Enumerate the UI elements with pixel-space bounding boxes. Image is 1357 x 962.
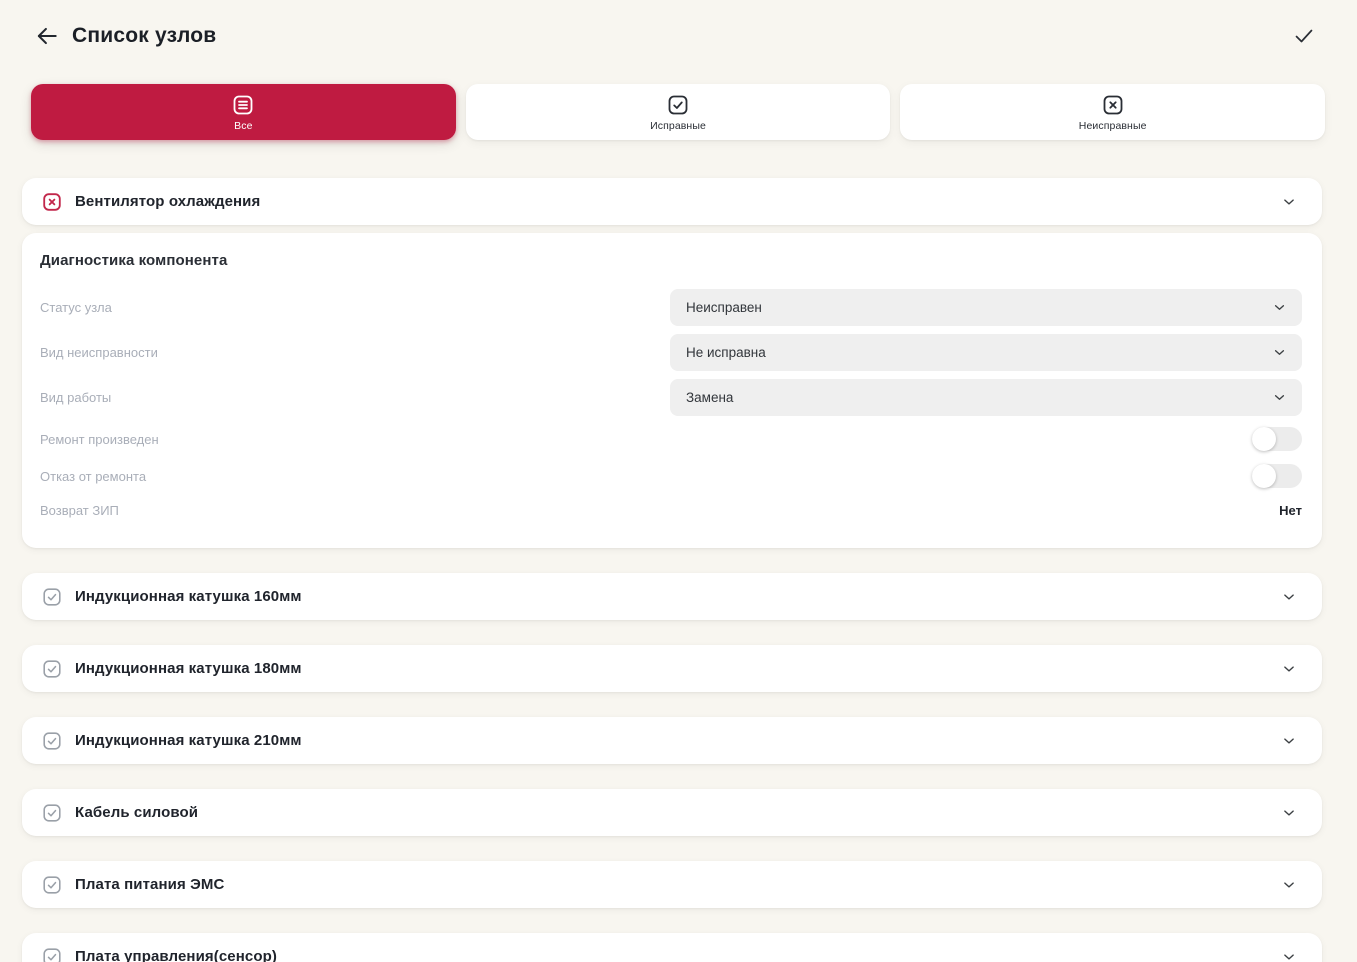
check-icon xyxy=(1292,24,1316,48)
field-row-fault-type: Вид неисправности Не исправна xyxy=(40,334,1302,371)
fault-type-select[interactable]: Не исправна xyxy=(670,334,1302,371)
chevron-down-icon[interactable] xyxy=(1280,948,1298,962)
tab-all[interactable]: Все xyxy=(31,84,456,140)
chevron-down-icon[interactable] xyxy=(1280,193,1298,211)
field-row-repair-done: Ремонт произведен xyxy=(40,424,1302,454)
chevron-down-icon[interactable] xyxy=(1280,804,1298,822)
node-title: Индукционная катушка 160мм xyxy=(75,588,302,605)
check-square-icon xyxy=(41,586,63,608)
node-header-power-cable[interactable]: Кабель силовой xyxy=(22,789,1322,836)
app-header: Список узлов xyxy=(0,0,1357,52)
zip-return-value: Нет xyxy=(1279,502,1302,518)
tab-faulty-label: Неисправные xyxy=(1078,119,1147,132)
repair-done-toggle[interactable] xyxy=(1252,427,1302,451)
diagnostics-heading: Диагностика компонента xyxy=(40,252,228,269)
node-header-coil-160[interactable]: Индукционная катушка 160мм xyxy=(22,573,1322,620)
chevron-down-icon xyxy=(1271,344,1288,361)
field-label: Отказ от ремонта xyxy=(40,468,147,484)
node-header-fan[interactable]: Вентилятор охлаждения xyxy=(22,178,1322,225)
check-square-icon xyxy=(41,730,63,752)
node-card: Индукционная катушка 180мм xyxy=(22,645,1322,692)
chevron-down-icon[interactable] xyxy=(1280,588,1298,606)
page-title: Список узлов xyxy=(72,24,217,47)
node-header-coil-180[interactable]: Индукционная катушка 180мм xyxy=(22,645,1322,692)
chevron-down-icon[interactable] xyxy=(1280,732,1298,750)
check-square-icon xyxy=(666,93,690,117)
tab-working-label: Исправные xyxy=(650,119,706,132)
tab-working[interactable]: Исправные xyxy=(465,84,891,140)
field-label: Вид неисправности xyxy=(40,345,158,360)
node-title: Индукционная катушка 210мм xyxy=(75,732,302,749)
node-card: Индукционная катушка 210мм xyxy=(22,717,1322,764)
tab-faulty[interactable]: Неисправные xyxy=(900,84,1326,140)
confirm-button[interactable] xyxy=(1287,19,1321,53)
node-card: Кабель силовой xyxy=(22,789,1322,836)
select-value: Не исправна xyxy=(686,345,766,360)
field-label: Статус узла xyxy=(40,300,112,315)
chevron-down-icon xyxy=(1271,389,1288,406)
work-type-select[interactable]: Замена xyxy=(670,379,1302,416)
field-label: Ремонт произведен xyxy=(40,431,159,447)
field-label: Возврат ЗИП xyxy=(40,502,119,518)
node-title: Индукционная катушка 180мм xyxy=(75,660,302,677)
back-button[interactable] xyxy=(30,19,64,53)
select-value: Неисправен xyxy=(686,300,762,315)
node-card-fan: Вентилятор охлаждения xyxy=(22,178,1322,225)
chevron-down-icon[interactable] xyxy=(1280,660,1298,678)
node-card: Индукционная катушка 160мм xyxy=(22,573,1322,620)
node-title: Плата питания ЭМС xyxy=(75,876,225,893)
diagnostics-panel: Диагностика компонента Статус узла Неисп… xyxy=(22,233,1322,548)
node-header-coil-210[interactable]: Индукционная катушка 210мм xyxy=(22,717,1322,764)
field-label: Вид работы xyxy=(40,390,112,405)
x-square-icon xyxy=(1101,93,1125,117)
node-header-power-board[interactable]: Плата питания ЭМС xyxy=(22,861,1322,908)
check-square-icon xyxy=(41,874,63,896)
arrow-left-icon xyxy=(34,23,60,49)
field-row-zip-return: Возврат ЗИП Нет xyxy=(40,498,1302,522)
node-title: Вентилятор охлаждения xyxy=(75,193,261,210)
tab-all-label: Все xyxy=(234,119,253,132)
check-square-icon xyxy=(41,802,63,824)
node-title: Плата управления(сенсор) xyxy=(75,948,277,962)
field-row-node-status: Статус узла Неисправен xyxy=(40,289,1302,326)
select-value: Замена xyxy=(686,390,734,405)
field-row-work-type: Вид работы Замена xyxy=(40,379,1302,416)
filter-tabs: Все Исправные Неисправные xyxy=(31,84,1326,140)
node-title: Кабель силовой xyxy=(75,804,199,821)
list-square-icon xyxy=(231,93,255,117)
node-card: Плата управления(сенсор) xyxy=(22,933,1322,962)
check-square-icon xyxy=(41,946,63,962)
node-list: Вентилятор охлаждения Диагностика компон… xyxy=(22,178,1322,962)
chevron-down-icon xyxy=(1271,299,1288,316)
x-square-icon xyxy=(41,191,63,213)
check-square-icon xyxy=(41,658,63,680)
node-card: Плата питания ЭМС xyxy=(22,861,1322,908)
node-status-select[interactable]: Неисправен xyxy=(670,289,1302,326)
chevron-down-icon[interactable] xyxy=(1280,876,1298,894)
repair-refused-toggle[interactable] xyxy=(1252,464,1302,488)
field-row-repair-refused: Отказ от ремонта xyxy=(40,461,1302,491)
node-header-control-board[interactable]: Плата управления(сенсор) xyxy=(22,933,1322,962)
